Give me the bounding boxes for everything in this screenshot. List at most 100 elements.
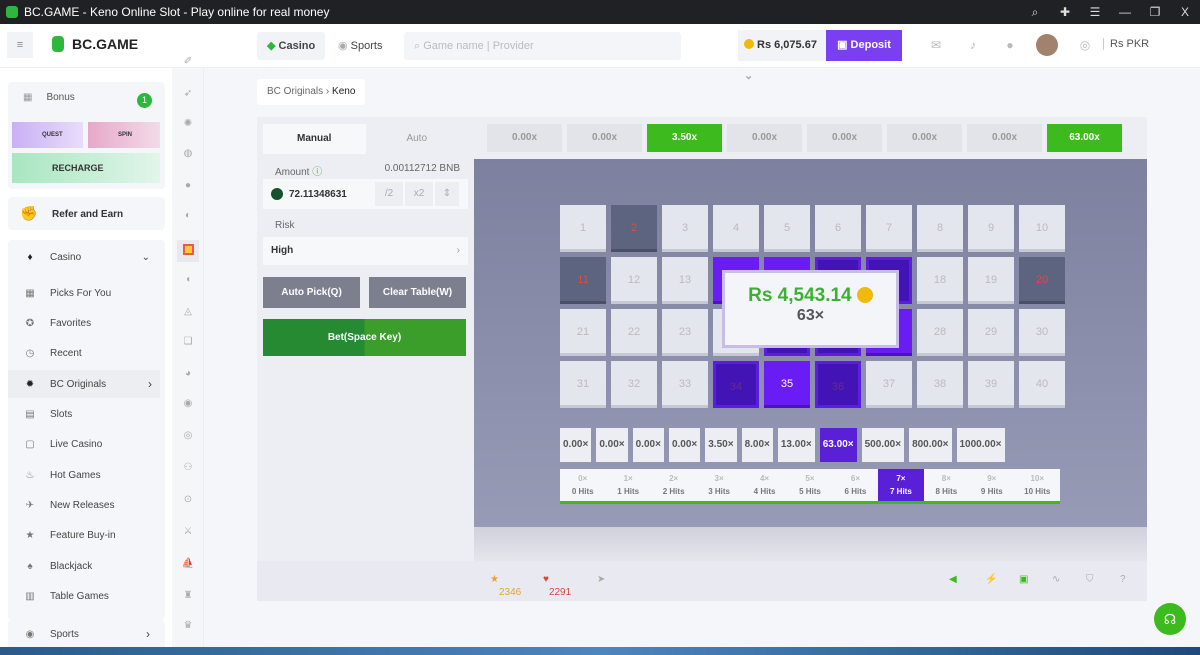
keno-tile[interactable]: 9 [968, 205, 1014, 252]
keno-tile[interactable]: 1 [560, 205, 606, 252]
sidebar-item-slots[interactable]: ▤ Slots [25, 408, 73, 420]
bell-icon[interactable]: ♪ [970, 38, 976, 52]
bomb-icon[interactable]: ◉ [183, 398, 193, 409]
keno-tile[interactable]: 8 [917, 205, 963, 252]
ship-icon[interactable]: ⛵ [181, 558, 195, 569]
lightning-icon[interactable]: ⚡ [985, 574, 998, 585]
cup-icon[interactable]: ◎ [183, 430, 193, 441]
ball-icon[interactable]: ● [184, 180, 192, 191]
tab-auto[interactable]: Auto [406, 133, 428, 144]
keno-tile[interactable]: 34 [713, 361, 759, 408]
sidebar-item-blackjack[interactable]: ♠ Blackjack [27, 560, 93, 572]
half-button[interactable]: /2 [375, 182, 403, 206]
sidebar-sports[interactable]: ◉ Sports › [25, 627, 150, 641]
chat-icon[interactable]: ● [1006, 38, 1014, 52]
help-icon[interactable]: ? [1120, 574, 1126, 585]
sidebar-item-live-casino[interactable]: ▢ Live Casino [25, 438, 103, 450]
keno-tile[interactable]: 38 [917, 361, 963, 408]
coin-icon[interactable]: ◐ [184, 210, 192, 221]
limbo-icon[interactable]: ◕ [184, 368, 192, 379]
keno-tile[interactable]: 39 [968, 361, 1014, 408]
sidebar-item-bc-originals[interactable]: ✹ BC Originals › [8, 370, 160, 398]
keno-tile[interactable]: 3 [662, 205, 708, 252]
keno-tile[interactable]: 10 [1019, 205, 1065, 252]
rocket-icon[interactable]: ➶ [183, 88, 193, 99]
sword-icon[interactable]: ⚔ [183, 526, 193, 537]
recharge-button[interactable]: RECHARGE [12, 153, 160, 183]
double-button[interactable]: x2 [405, 182, 433, 206]
sidebar-item-picks[interactable]: ▦ Picks For You [25, 287, 112, 299]
keno-tile[interactable]: 12 [611, 257, 657, 304]
amount-input[interactable]: 72.11348631 /2 x2 ⇕ [263, 179, 468, 209]
deposit-button[interactable]: ▣ Deposit [826, 30, 902, 61]
fairness-icon[interactable]: ⛉ [1086, 574, 1094, 585]
share-icon[interactable]: ➤ [597, 574, 606, 585]
keno-tile[interactable]: 33 [662, 361, 708, 408]
keno-tile[interactable]: 2 [611, 205, 657, 252]
risk-select[interactable]: High › [263, 237, 468, 265]
dice-icon[interactable]: ◍ [183, 148, 193, 159]
search-input[interactable]: ⌕ Game name | Provider [404, 32, 681, 60]
currency-selector[interactable]: Rs PKR [1103, 38, 1149, 50]
globe-icon[interactable]: ◎ [1079, 38, 1091, 52]
keno-tile[interactable]: 22 [611, 309, 657, 356]
zoom-icon[interactable]: ⌕ [1031, 4, 1039, 19]
sidebar-item-hot-games[interactable]: ♨ Hot Games [25, 469, 101, 481]
sound-icon[interactable]: ◀ [949, 574, 957, 585]
keno-tile[interactable]: 32 [611, 361, 657, 408]
extensions-icon[interactable]: ✚ [1059, 5, 1071, 19]
minimize-button[interactable]: — [1119, 5, 1131, 19]
avatar[interactable] [1036, 34, 1058, 56]
stats-icon[interactable]: ∿ [1052, 574, 1061, 585]
keno-tile[interactable]: 4 [713, 205, 759, 252]
keno-tile[interactable]: 13 [662, 257, 708, 304]
keno-tile[interactable]: 36 [815, 361, 861, 408]
card-icon[interactable]: ❏ [183, 336, 193, 347]
auto-pick-button[interactable]: Auto Pick(Q) [263, 277, 360, 308]
hilo-icon[interactable]: ⚇ [183, 462, 193, 473]
target-icon[interactable]: ⊙ [183, 494, 193, 505]
crown-icon[interactable]: ♛ [183, 620, 193, 631]
tab-sports[interactable]: ◉ Sports [338, 40, 383, 52]
wheel-icon[interactable]: ✺ [183, 118, 193, 129]
keno-tile[interactable]: 23 [662, 309, 708, 356]
sidebar-item-table-games[interactable]: ▥ Table Games [25, 590, 109, 602]
sidebar-item-favorites[interactable]: ✪ Favorites [25, 317, 92, 329]
sidebar-item-new-releases[interactable]: ✈ New Releases [25, 499, 115, 511]
sidebar-item-recent[interactable]: ◷ Recent [25, 347, 82, 359]
egg-icon[interactable]: ◖ [184, 274, 192, 285]
keno-tile[interactable]: 21 [560, 309, 606, 356]
restore-button[interactable]: ❐ [1149, 5, 1161, 19]
stepper-icon[interactable]: ⇕ [435, 182, 459, 206]
tab-manual[interactable]: Manual [263, 124, 366, 154]
like-button[interactable]: ♥ 2291 [543, 574, 572, 598]
keno-tile[interactable]: 40 [1019, 361, 1065, 408]
keno-tile[interactable]: 37 [866, 361, 912, 408]
tab-casino[interactable]: ◆ Casino [257, 32, 326, 60]
keno-tile[interactable]: 29 [968, 309, 1014, 356]
plinko-icon[interactable]: ◬ [184, 306, 192, 317]
refer-and-earn[interactable]: ✊ Refer and Earn [8, 197, 165, 230]
keno-tile[interactable]: 18 [917, 257, 963, 304]
hotkeys-icon[interactable]: ▣ [1019, 574, 1029, 585]
sidebar-item-feature-buy-in[interactable]: ★ Feature Buy-in [25, 529, 116, 541]
favorite-button[interactable]: ★ 2346 [490, 574, 522, 598]
support-button[interactable]: ☊ [1154, 603, 1186, 635]
sidebar-casino[interactable]: ♦ Casino ⌄ [27, 251, 150, 263]
pencil-icon[interactable]: ✐ [183, 56, 193, 67]
keno-tile[interactable]: 28 [917, 309, 963, 356]
keno-tile[interactable]: 19 [968, 257, 1014, 304]
keno-tile[interactable]: 6 [815, 205, 861, 252]
keno-icon[interactable] [177, 240, 199, 262]
keno-tile[interactable]: 11 [560, 257, 606, 304]
browser-menu-icon[interactable]: ☰ [1089, 5, 1101, 19]
mail-icon[interactable]: ✉ [930, 38, 942, 52]
keno-tile[interactable]: 20 [1019, 257, 1065, 304]
close-button[interactable]: X [1180, 5, 1189, 19]
spin-button[interactable]: SPIN [88, 122, 160, 148]
menu-toggle-button[interactable]: ≡ [7, 32, 33, 58]
quest-button[interactable]: QUEST [12, 122, 83, 148]
bonus-link[interactable]: ▦ Bonus [23, 92, 75, 103]
keno-tile[interactable]: 31 [560, 361, 606, 408]
balance-dropdown[interactable]: Rs 6,075.67 ⌄ [738, 30, 826, 82]
